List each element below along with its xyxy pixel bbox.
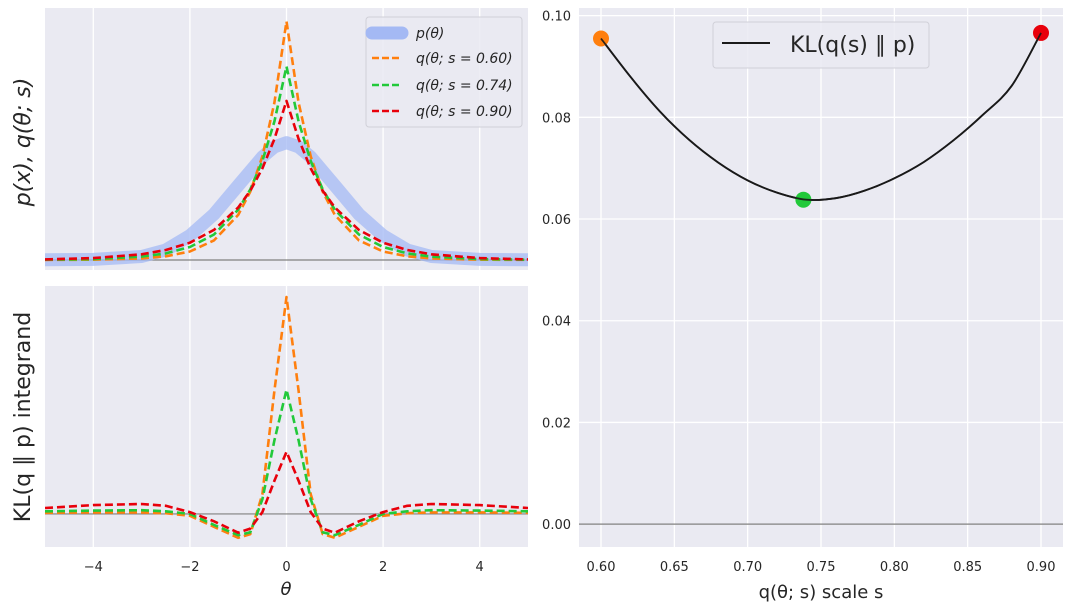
- right-ytick-label: 0.00: [542, 518, 571, 533]
- right-series: [593, 24, 1049, 208]
- right-ytick-label: 0.06: [542, 213, 571, 228]
- legend-label-q090: q(θ; s = 0.90): [416, 104, 513, 120]
- legend-frame: [712, 21, 930, 69]
- right-legend: KL(q(s) ∥ p): [712, 21, 930, 69]
- bottom-left-xtick-label: 2: [379, 560, 387, 575]
- right-xtick-label: 0.85: [953, 560, 982, 575]
- top-left-series-q-s-0-60-: [45, 20, 528, 262]
- right-xtick-label: 0.70: [733, 560, 762, 575]
- right-xtick-label: 0.90: [1027, 560, 1056, 575]
- bottom-left-ylabel: KL(q ∥ p) integrand: [11, 312, 36, 522]
- right-xlabel: q(θ; s) scale s: [759, 582, 884, 603]
- bottom-left-xtick-label: 0: [282, 560, 290, 575]
- bottom-left-xtick-label: −4: [84, 560, 103, 575]
- top-left-ylabel: p(x), q(θ; s): [11, 78, 36, 208]
- grid-layer: [92, 8, 1063, 547]
- top-left-series-p-: [45, 136, 528, 267]
- legend-label-q074: q(θ; s = 0.74): [416, 78, 513, 94]
- right-ytick-label: 0.10: [542, 10, 571, 25]
- bottom-left-series: [45, 295, 528, 540]
- top-left-series: [45, 20, 528, 267]
- right-xtick-label: 0.65: [660, 560, 689, 575]
- top-left-series-q-s-0-74-: [45, 65, 528, 261]
- bottom-left-series-q-s-0-60-: [45, 295, 528, 540]
- bottom-left-xtick-label: 4: [476, 560, 484, 575]
- right-ytick-label: 0.04: [542, 315, 571, 330]
- top-left-legend: p(θ) q(θ; s = 0.60) q(θ; s = 0.74) q(θ; …: [365, 16, 523, 128]
- right-xtick-label: 0.75: [807, 560, 836, 575]
- right-xtick-label: 0.80: [880, 560, 909, 575]
- right-ytick-label: 0.08: [542, 111, 571, 126]
- right-xtick-label: 0.60: [587, 560, 616, 575]
- legend-frame: [365, 16, 523, 128]
- bottom-left-xtick-label: −2: [180, 560, 199, 575]
- bottom-left-series-q-s-0-90-: [45, 450, 528, 535]
- tick-labels: −4 −2 0 2 4 0.60 0.65 0.70 0.75 0.80 0.85 0.90 0.00 0…: [84, 10, 1056, 575]
- right-series-kl-curve-overlay: [600, 32, 1042, 201]
- right-ytick-label: 0.02: [542, 416, 571, 431]
- legend-label-p: p(θ): [415, 26, 444, 42]
- legend-label-q060: q(θ; s = 0.60): [416, 51, 513, 67]
- legend-label-kl: KL(q(s) ∥ p): [790, 33, 915, 58]
- top-left-series-q-s-0-90-: [45, 99, 528, 261]
- bottom-left-xlabel: θ: [280, 579, 291, 600]
